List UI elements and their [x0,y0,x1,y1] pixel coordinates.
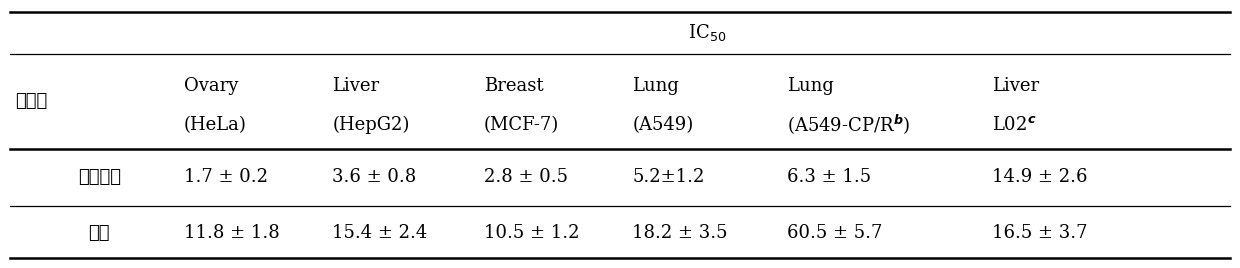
Text: 钓配合物: 钓配合物 [78,168,120,187]
Text: (A549-CP/R$^{\bfit{b}}$): (A549-CP/R$^{\bfit{b}}$) [787,113,910,137]
Text: (HepG2): (HepG2) [332,116,409,134]
Text: Lung: Lung [787,77,835,95]
Text: 5.2±1.2: 5.2±1.2 [632,168,704,187]
Text: Liver: Liver [332,77,379,95]
Text: 顺铂: 顺铂 [88,224,110,242]
Text: Liver: Liver [992,77,1039,95]
Text: (HeLa): (HeLa) [184,116,247,134]
Text: Lung: Lung [632,77,680,95]
Text: 60.5 ± 5.7: 60.5 ± 5.7 [787,224,883,242]
Text: IC$_{50}$: IC$_{50}$ [688,22,725,43]
Text: (MCF-7): (MCF-7) [484,116,559,134]
Text: 1.7 ± 0.2: 1.7 ± 0.2 [184,168,268,187]
Text: 3.6 ± 0.8: 3.6 ± 0.8 [332,168,417,187]
Text: 15.4 ± 2.4: 15.4 ± 2.4 [332,224,428,242]
Text: 14.9 ± 2.6: 14.9 ± 2.6 [992,168,1087,187]
Text: 2.8 ± 0.5: 2.8 ± 0.5 [484,168,568,187]
Text: 细胞株: 细胞株 [15,92,47,110]
Text: (A549): (A549) [632,116,693,134]
Text: L02$^{\bfit{c}}$: L02$^{\bfit{c}}$ [992,116,1037,134]
Text: Breast: Breast [484,77,543,95]
Text: 18.2 ± 3.5: 18.2 ± 3.5 [632,224,728,242]
Text: Ovary: Ovary [184,77,238,95]
Text: 10.5 ± 1.2: 10.5 ± 1.2 [484,224,579,242]
Text: 16.5 ± 3.7: 16.5 ± 3.7 [992,224,1087,242]
Text: 6.3 ± 1.5: 6.3 ± 1.5 [787,168,872,187]
Text: 11.8 ± 1.8: 11.8 ± 1.8 [184,224,279,242]
